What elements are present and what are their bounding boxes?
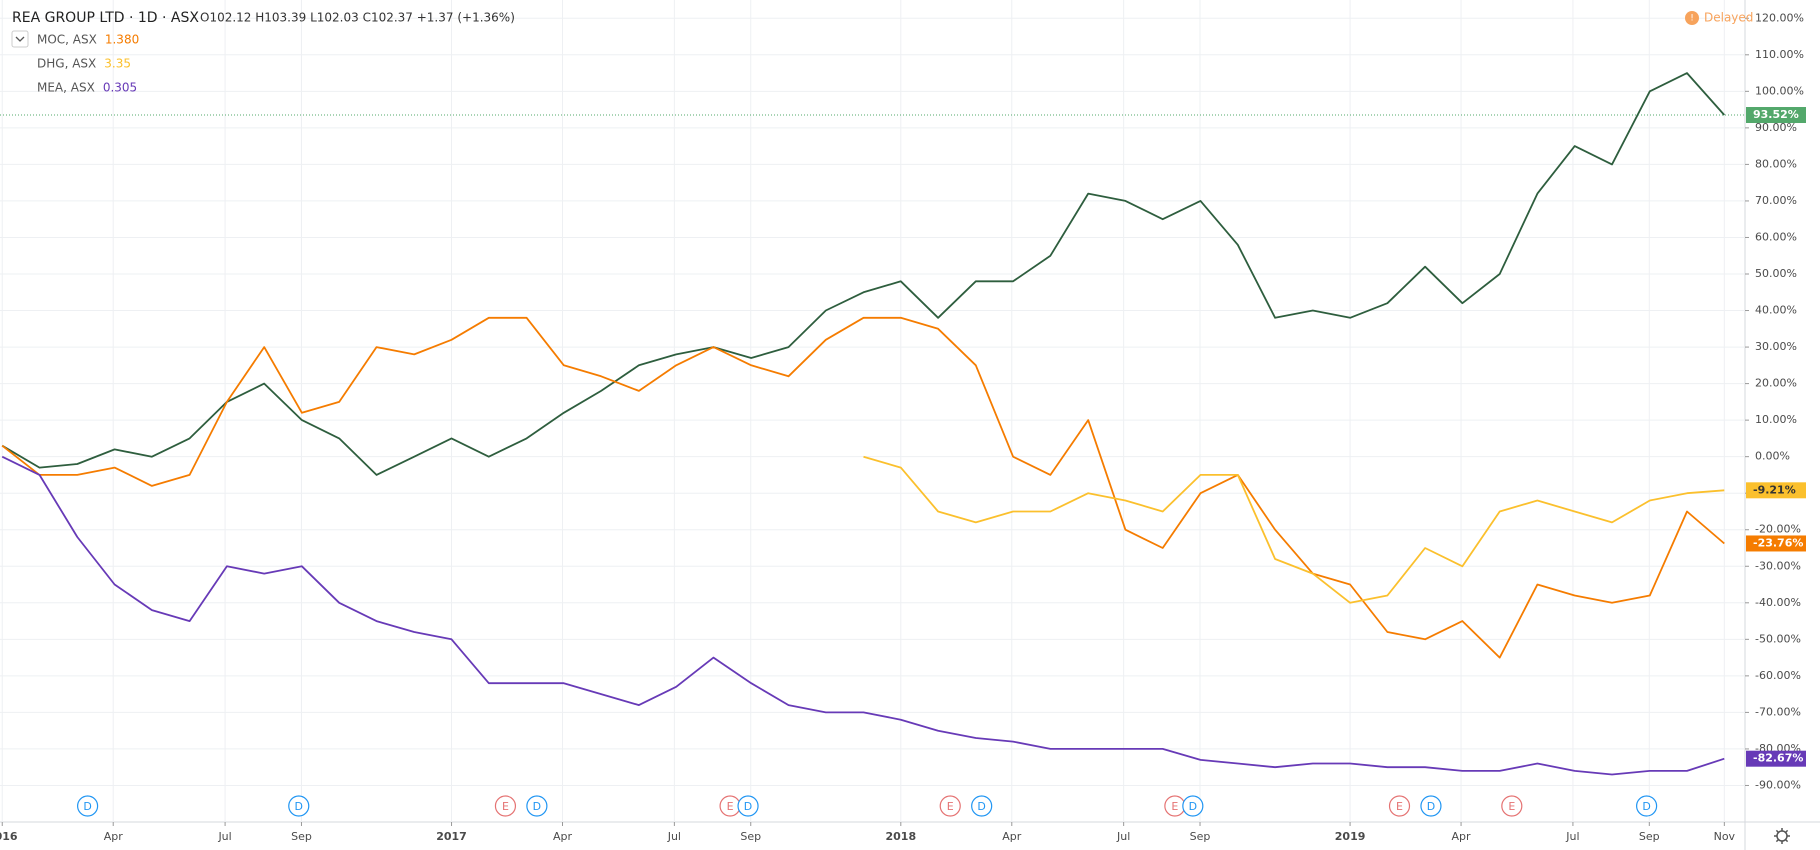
event-marker [939,795,961,817]
x-tick-label: Jul [1116,830,1130,843]
x-tick-label: Sep [291,830,312,843]
series-line [1,72,1725,476]
event-label: E [1171,800,1178,813]
event-marker [288,795,310,817]
x-tick-label: 2018 [885,830,916,843]
legend-name: MOC, ASX [37,33,97,47]
x-tick-label: Apr [1002,830,1022,843]
y-tick-label: 0.00% [1755,450,1790,463]
delayed-status[interactable]: Delayed [1704,11,1753,25]
last-value-tag [1746,107,1806,124]
event-label: E [1396,800,1403,813]
overlay: -90.00%-80.00%-70.00%-60.00%-50.00%-40.0… [0,11,1806,843]
settings-icon[interactable] [1774,828,1790,844]
last-value-label: -9.21% [1753,483,1796,496]
legend-price: 0.305 [103,81,137,95]
event-label: D [1427,800,1435,813]
series-line [1,455,1725,776]
legend-price: 3.35 [104,57,131,71]
y-tick-label: 100.00% [1755,84,1804,97]
series-line [863,455,1725,604]
y-tick-label: -20.00% [1755,523,1801,536]
x-tick-label: Jul [667,830,681,843]
y-tick-label: -60.00% [1755,669,1801,682]
y-tick-label: -50.00% [1755,632,1801,645]
event-marker [526,795,548,817]
y-tick-label: -30.00% [1755,559,1801,572]
event-marker [494,795,517,817]
event-marker [737,795,759,817]
y-tick-label: -70.00% [1755,705,1801,718]
event-label: D [1189,800,1197,813]
chart-title: REA GROUP LTD · 1D · ASX [12,10,199,26]
event-label: E [1508,800,1515,813]
event-label: D [533,800,541,813]
event-marker [1636,795,1658,817]
event-marker [1388,795,1411,817]
ohlc: O102.12 H103.39 L102.03 C102.37 +1.37 (+… [200,11,515,25]
last-value-tag [1746,750,1806,767]
event-label: D [977,800,985,813]
grid [0,0,1749,826]
x-tick-label: Apr [1452,830,1472,843]
x-tick-label: Sep [1639,830,1660,843]
y-tick-label: 10.00% [1755,413,1797,426]
x-tick-label: 2016 [0,830,18,843]
x-tick-label: Sep [1190,830,1211,843]
delayed-icon-mark: ! [1690,14,1694,24]
x-tick-label: Sep [740,830,761,843]
legend-name: MEA, ASX [37,81,95,95]
event-marker [1501,795,1523,817]
x-tick-label: Jul [217,830,231,843]
event-marker [1182,795,1204,817]
y-tick-label: 40.00% [1755,304,1797,317]
event-label: D [744,800,752,813]
event-label: D [83,800,91,813]
event-label: D [295,800,303,813]
last-value-tag [1746,482,1806,499]
event-label: E [502,800,509,813]
y-tick-label: -90.00% [1755,778,1801,791]
x-tick-label: 2017 [436,830,467,843]
x-tick-label: 2019 [1335,830,1366,843]
y-tick-label: 90.00% [1755,121,1797,134]
last-value-tag [1746,535,1806,552]
legend-price: 1.380 [105,33,139,47]
last-value-label: -23.76% [1753,536,1803,549]
y-tick-label: 30.00% [1755,340,1797,353]
y-tick-label: 50.00% [1755,267,1797,280]
event-label: E [947,800,954,813]
event-label: D [1642,800,1650,813]
event-label: E [727,800,734,813]
y-tick-label: 80.00% [1755,157,1797,170]
x-tick-label: Jul [1565,830,1579,843]
x-tick-label: Nov [1714,830,1736,843]
event-marker [1420,795,1442,817]
legend-name: DHG, ASX [37,57,96,71]
last-value-label: 93.52% [1753,108,1799,121]
y-tick-label: 120.00% [1755,11,1804,24]
event-marker [971,795,993,817]
y-tick-label: 70.00% [1755,194,1797,207]
legend-toggle-icon [15,36,25,42]
legend-toggle[interactable] [11,30,29,48]
y-tick-label: 110.00% [1755,48,1804,61]
x-tick-label: Apr [104,830,124,843]
last-value-label: -82.67% [1753,752,1803,765]
series-line [1,316,1725,659]
y-tick-label: 60.00% [1755,230,1797,243]
x-tick-label: Apr [553,830,573,843]
delayed-icon[interactable] [1685,11,1699,25]
y-tick-label: -40.00% [1755,596,1801,609]
event-marker [77,795,99,817]
y-tick-label: 20.00% [1755,377,1797,390]
plot [0,72,1745,776]
